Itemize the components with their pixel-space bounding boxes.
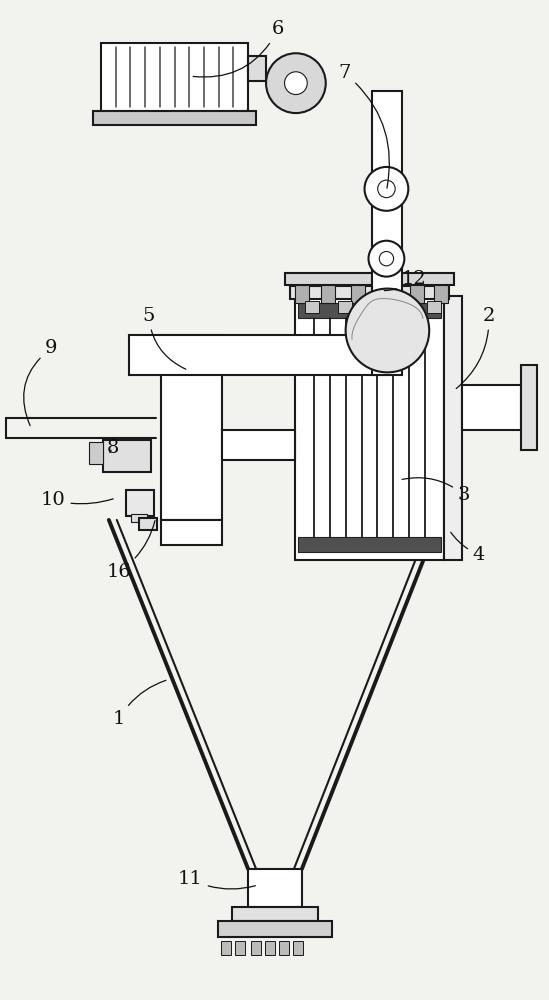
- Text: 5: 5: [142, 307, 186, 369]
- Bar: [222, 430, 295, 460]
- Bar: [232, 907, 318, 921]
- Circle shape: [368, 241, 405, 277]
- Text: 3: 3: [402, 478, 470, 504]
- Bar: [371, 301, 384, 313]
- Text: 6: 6: [193, 20, 284, 77]
- Bar: [89, 442, 103, 464]
- Text: 9: 9: [24, 339, 58, 426]
- Bar: [462, 385, 521, 430]
- Bar: [103, 440, 150, 472]
- Bar: [248, 869, 302, 907]
- Bar: [298, 537, 441, 552]
- Bar: [93, 111, 256, 125]
- Bar: [444, 296, 462, 560]
- Text: 8: 8: [107, 439, 119, 457]
- Bar: [380, 285, 394, 303]
- Text: 10: 10: [41, 491, 113, 509]
- Bar: [221, 941, 231, 955]
- Bar: [235, 941, 245, 955]
- Bar: [351, 285, 365, 303]
- Bar: [295, 296, 444, 560]
- Bar: [248, 56, 266, 81]
- Circle shape: [284, 72, 307, 95]
- Bar: [126, 490, 154, 516]
- Circle shape: [346, 289, 429, 372]
- Bar: [101, 43, 248, 111]
- Bar: [131, 514, 147, 522]
- Bar: [295, 285, 309, 303]
- Bar: [434, 285, 448, 303]
- Bar: [251, 941, 261, 955]
- Bar: [338, 301, 351, 313]
- Bar: [279, 941, 289, 955]
- Text: 16: 16: [107, 521, 155, 581]
- Bar: [160, 520, 222, 545]
- Text: 7: 7: [338, 64, 389, 188]
- Bar: [372, 91, 402, 375]
- Circle shape: [266, 53, 326, 113]
- Bar: [521, 365, 537, 450]
- Circle shape: [365, 167, 408, 211]
- Text: 12: 12: [384, 270, 427, 291]
- Bar: [139, 518, 156, 530]
- Text: 1: 1: [113, 680, 166, 728]
- Bar: [285, 273, 454, 285]
- Circle shape: [378, 180, 395, 198]
- Bar: [410, 285, 424, 303]
- Text: 11: 11: [178, 870, 255, 889]
- Bar: [293, 941, 303, 955]
- Bar: [129, 335, 389, 375]
- Bar: [298, 303, 441, 318]
- Bar: [427, 301, 441, 313]
- Text: 4: 4: [451, 532, 485, 564]
- Bar: [305, 301, 319, 313]
- Bar: [219, 921, 332, 937]
- Text: 2: 2: [456, 307, 495, 389]
- Bar: [321, 285, 335, 303]
- Bar: [290, 286, 449, 299]
- Bar: [400, 301, 414, 313]
- Circle shape: [379, 251, 394, 266]
- Bar: [265, 941, 275, 955]
- Bar: [160, 335, 222, 520]
